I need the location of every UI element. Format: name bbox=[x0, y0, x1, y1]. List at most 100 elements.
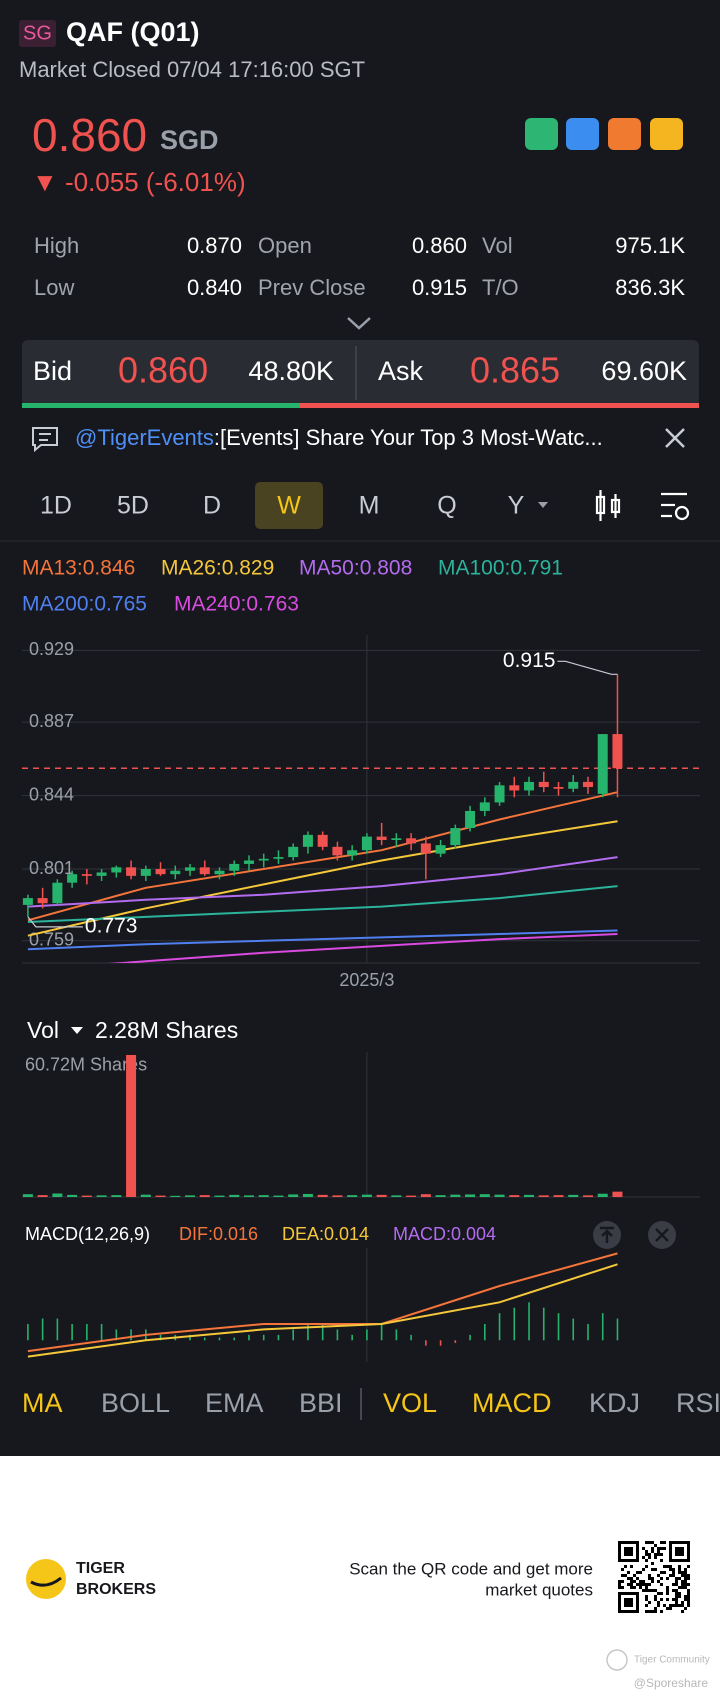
qr-cell bbox=[660, 1598, 663, 1601]
ask-price: 0.865 bbox=[470, 350, 560, 391]
qr-cell bbox=[642, 1589, 645, 1592]
macd-title: MACD(12,26,9) bbox=[25, 1224, 150, 1244]
qr-cell bbox=[657, 1553, 660, 1556]
qr-cell bbox=[663, 1565, 666, 1568]
qr-cell bbox=[621, 1568, 624, 1571]
qr-cell bbox=[660, 1571, 663, 1574]
candle-body bbox=[140, 869, 151, 876]
qr-cell bbox=[684, 1574, 687, 1577]
news-icon bbox=[32, 427, 58, 453]
period-tab[interactable]: Q bbox=[437, 492, 456, 520]
icon[interactable] bbox=[650, 118, 683, 150]
news-text: @TigerEvents:[Events] Share Your Top 3 M… bbox=[75, 425, 603, 450]
brand-name: TIGER bbox=[76, 1560, 125, 1577]
candle-body bbox=[52, 882, 63, 904]
qr-cell bbox=[675, 1583, 678, 1586]
qr-cell bbox=[630, 1577, 633, 1580]
icon[interactable] bbox=[566, 118, 599, 150]
qr-cell bbox=[666, 1565, 669, 1568]
volume-bar bbox=[332, 1195, 343, 1197]
qr-cell bbox=[672, 1574, 675, 1577]
qr-cell bbox=[663, 1571, 666, 1574]
close-news[interactable] bbox=[665, 428, 685, 448]
volume-bar bbox=[302, 1193, 313, 1197]
period-tab[interactable]: 5D bbox=[117, 492, 149, 520]
qr-cell bbox=[642, 1580, 645, 1583]
qr-cell bbox=[648, 1589, 651, 1592]
qr-cell bbox=[645, 1598, 648, 1601]
qr-cell bbox=[633, 1574, 636, 1577]
volume-bar bbox=[450, 1194, 461, 1197]
qr-cell bbox=[642, 1583, 645, 1586]
settings-icon[interactable] bbox=[661, 492, 690, 521]
qr-cell bbox=[678, 1577, 681, 1580]
qr-cell bbox=[621, 1586, 624, 1589]
qr-cell bbox=[630, 1565, 633, 1568]
qr-cell bbox=[648, 1574, 651, 1577]
qr-cell bbox=[657, 1547, 660, 1550]
volume-bar bbox=[582, 1195, 593, 1197]
period-tab[interactable]: M bbox=[359, 492, 380, 520]
icon[interactable] bbox=[525, 118, 558, 150]
stat-value: 0.915 bbox=[412, 275, 467, 300]
qr-cell bbox=[639, 1583, 642, 1586]
indicator-tab[interactable]: RSI bbox=[676, 1388, 720, 1418]
period-tab[interactable]: 1D bbox=[40, 492, 72, 520]
candle-body bbox=[243, 860, 254, 864]
volume-bar bbox=[273, 1195, 284, 1197]
indicator-tab[interactable]: BBI bbox=[299, 1388, 343, 1418]
stat-value: 975.1K bbox=[615, 233, 685, 258]
ma-line bbox=[27, 885, 618, 923]
qr-cell bbox=[675, 1601, 678, 1604]
expand-chevron[interactable] bbox=[347, 317, 371, 330]
period-tab[interactable]: D bbox=[203, 492, 221, 520]
qr-cell bbox=[666, 1586, 669, 1589]
candle-body bbox=[568, 781, 579, 789]
volume-bar bbox=[317, 1194, 328, 1197]
candle-body bbox=[170, 870, 181, 875]
period-tab[interactable]: Y bbox=[508, 492, 525, 520]
stat-label: Vol bbox=[482, 233, 513, 258]
qr-cell bbox=[669, 1607, 672, 1610]
candle-body bbox=[185, 867, 196, 871]
news-bar[interactable]: @TigerEvents:[Events] Share Your Top 3 M… bbox=[32, 425, 603, 453]
period-tab[interactable]: W bbox=[277, 492, 301, 520]
qr-cell bbox=[642, 1556, 645, 1559]
candle-style-icon[interactable] bbox=[595, 490, 621, 521]
ask-size: 69.60K bbox=[601, 356, 687, 386]
qr-cell bbox=[681, 1580, 684, 1583]
qr-cell bbox=[657, 1604, 660, 1607]
brand-name: BROKERS bbox=[76, 1581, 156, 1598]
bid-price: 0.860 bbox=[118, 350, 208, 391]
qr-cell bbox=[681, 1604, 684, 1607]
volume-bar bbox=[22, 1194, 33, 1197]
indicator-tab[interactable]: BOLL bbox=[101, 1388, 170, 1418]
qr-cell bbox=[675, 1577, 678, 1580]
qr-cell bbox=[660, 1559, 663, 1562]
qr-cell bbox=[672, 1583, 675, 1586]
volume-bar bbox=[185, 1195, 196, 1197]
volume-bar bbox=[140, 1194, 151, 1197]
currency: SGD bbox=[160, 125, 219, 155]
qr-cell bbox=[642, 1568, 645, 1571]
indicator-tab[interactable]: VOL bbox=[383, 1388, 437, 1418]
indicator-tab[interactable]: EMA bbox=[205, 1388, 264, 1418]
indicator-tab[interactable]: MA bbox=[22, 1388, 63, 1418]
news-headline: :[Events] Share Your Top 3 Most-Watc... bbox=[214, 425, 603, 450]
qr-cell bbox=[651, 1610, 654, 1613]
ask-label: Ask bbox=[378, 356, 424, 386]
qr-cell bbox=[666, 1577, 669, 1580]
indicator-tab[interactable]: MACD bbox=[472, 1388, 552, 1418]
watermark-logo bbox=[606, 1649, 628, 1671]
indicator-tab[interactable]: KDJ bbox=[589, 1388, 640, 1418]
qr-cell bbox=[645, 1559, 648, 1562]
icon[interactable] bbox=[608, 118, 641, 150]
bid-size: 48.80K bbox=[248, 356, 334, 386]
qr-cell bbox=[669, 1574, 672, 1577]
candle-body bbox=[96, 872, 107, 876]
qr-cell bbox=[648, 1583, 651, 1586]
dropdown-arrow bbox=[71, 1027, 83, 1034]
ma-legend: MA13:0.846 bbox=[22, 557, 135, 580]
volume-bar bbox=[258, 1195, 269, 1197]
qr-cell bbox=[636, 1577, 639, 1580]
